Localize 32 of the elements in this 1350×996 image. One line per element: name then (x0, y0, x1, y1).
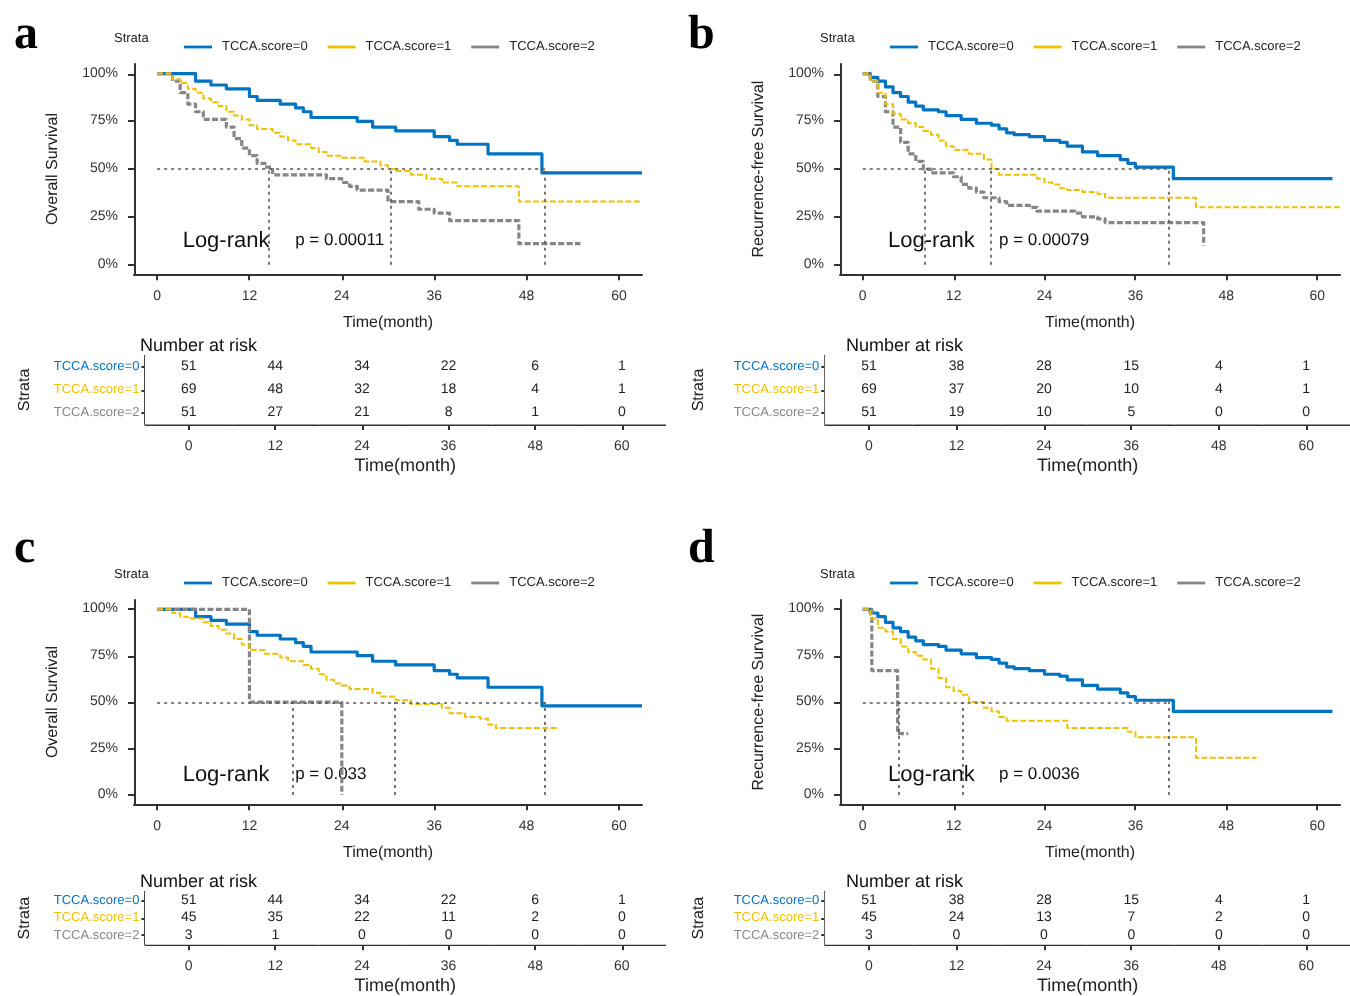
chart-title: Number at risk (846, 335, 965, 355)
x-axis-title: Time(month) (342, 313, 434, 331)
annotation: Log-rank (182, 763, 271, 787)
x-axis-title: Time(month) (1044, 313, 1136, 331)
y-axis-title: Strata (689, 367, 707, 412)
annotation: p = 0.0036 (999, 763, 1081, 783)
y-axis-title: Recurrence-free Survival (749, 613, 768, 791)
y-axis-title: Overall Survival (43, 112, 62, 226)
annotation: Log-rank (888, 229, 976, 253)
chart-title: Number at risk (140, 871, 259, 891)
y-axis-title: Strata (15, 895, 33, 940)
x-axis-title: Time(month) (354, 975, 456, 995)
x-axis-title: Time(month) (1036, 454, 1139, 475)
annotation: p = 0.033 (295, 763, 368, 783)
y-axis-title: Recurrence-free Survival (749, 80, 768, 258)
x-axis-title: Time(month) (1044, 843, 1136, 861)
y-axis-title: Overall Survival (43, 645, 62, 759)
x-axis-title: Time(month) (354, 454, 456, 475)
y-axis-title: Strata (15, 367, 33, 412)
chart-title: b (688, 8, 715, 60)
chart-title: Number at risk (846, 871, 965, 891)
annotation: p = 0.00079 (999, 229, 1090, 249)
x-axis-title: Time(month) (342, 843, 434, 861)
chart-title: c (14, 522, 36, 574)
chart-title: Number at risk (140, 335, 259, 355)
annotation: p = 0.00011 (295, 229, 385, 249)
chart-title: d (688, 522, 716, 574)
y-axis-title: Strata (689, 895, 707, 940)
chart-title: a (14, 8, 38, 60)
annotation: Log-rank (182, 229, 271, 253)
x-axis-title: Time(month) (1036, 975, 1139, 995)
annotation: Log-rank (888, 763, 976, 787)
